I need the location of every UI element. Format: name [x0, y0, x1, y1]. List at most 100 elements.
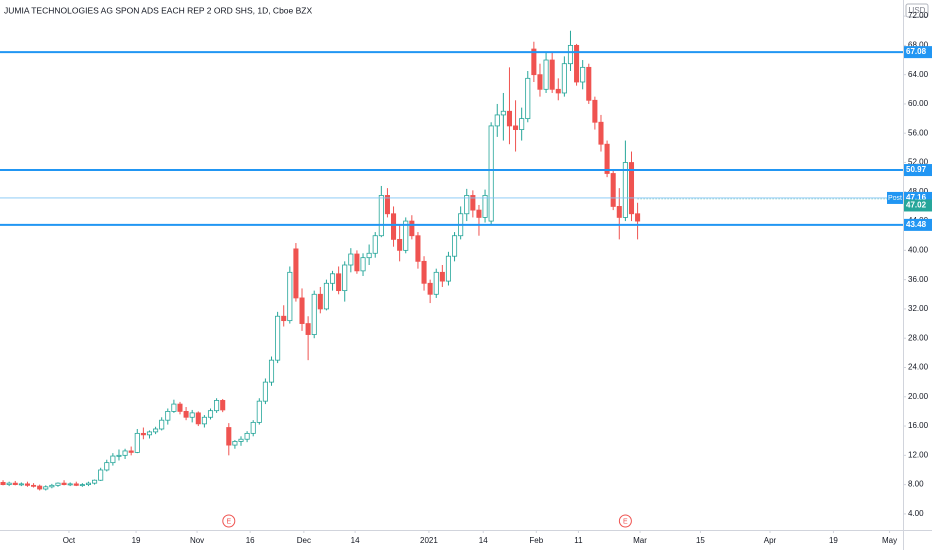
candle-body — [513, 125, 519, 130]
candle-body — [476, 209, 482, 218]
level-box — [904, 46, 932, 59]
candle-body — [464, 195, 470, 215]
candle-body — [537, 74, 543, 90]
y-tick-label: 20.00 — [908, 392, 929, 401]
candle-body — [281, 315, 287, 322]
post-tag-label: Post — [888, 195, 902, 202]
y-tick-label: 12.00 — [908, 450, 929, 459]
candle-body — [183, 411, 189, 418]
candle-body — [79, 484, 85, 487]
candle-body — [226, 427, 232, 446]
candle-body — [500, 110, 506, 116]
earnings-label: E — [623, 518, 628, 525]
x-tick-label: Apr — [764, 536, 777, 545]
currency-box[interactable] — [905, 3, 929, 18]
candle-body — [73, 483, 79, 486]
candle-body — [635, 213, 641, 222]
candle-body — [232, 441, 238, 446]
candle-body — [195, 412, 201, 425]
candle-body — [574, 44, 580, 83]
candle-body — [146, 431, 153, 436]
candle-body — [55, 482, 61, 486]
y-tick-label: 72.00 — [908, 11, 929, 20]
candle-body — [470, 195, 476, 211]
candle-body — [323, 282, 329, 310]
candle-body — [49, 484, 55, 488]
candle-body — [299, 297, 305, 324]
candle-body — [525, 77, 531, 119]
candle-body — [354, 253, 360, 272]
level-label: 50.97 — [906, 165, 927, 174]
candle-body — [439, 271, 445, 282]
post-price-label: 47.16 — [906, 193, 927, 202]
x-tick-label: 15 — [696, 536, 705, 545]
candle-body — [561, 63, 567, 94]
candle-body — [287, 271, 293, 322]
candle-body — [92, 479, 98, 484]
candle-body — [24, 483, 30, 486]
candle-body — [171, 403, 177, 412]
y-tick-label: 4.00 — [908, 509, 924, 518]
level-label: 43.48 — [906, 220, 927, 229]
candle-body — [329, 273, 336, 284]
candle-body — [18, 483, 24, 486]
x-tick-label: 11 — [574, 536, 583, 545]
y-tick-label: 32.00 — [908, 304, 929, 313]
candle-body — [128, 450, 134, 453]
candle-body — [256, 400, 262, 423]
last-price-box — [904, 199, 932, 212]
earnings-marker — [618, 514, 632, 528]
candle-body — [98, 469, 104, 481]
candle-body — [12, 482, 18, 486]
x-tick-label: 16 — [246, 536, 255, 545]
candle-body — [586, 66, 592, 101]
candle-body — [238, 438, 244, 442]
candle-body — [421, 260, 427, 284]
candle-body — [403, 220, 409, 251]
x-tick-label: 14 — [479, 536, 488, 545]
candle-body — [336, 273, 342, 292]
candle-body — [543, 59, 549, 90]
candle-body — [348, 253, 354, 266]
candle-body — [580, 66, 586, 83]
candle-body — [519, 118, 525, 130]
level-label: 67.08 — [906, 47, 927, 56]
candle-body — [549, 59, 555, 90]
candle-body — [110, 455, 116, 464]
candle-body — [628, 162, 635, 215]
candle-body — [67, 483, 73, 486]
x-tick-label: 2021 — [420, 536, 438, 545]
currency[interactable]: USD — [909, 6, 926, 15]
candle-body — [0, 482, 6, 486]
candle-body — [506, 110, 512, 127]
candle-body — [140, 432, 146, 436]
x-tick-label: May — [882, 536, 897, 545]
last-price-label: 47.02 — [906, 201, 927, 210]
candle-body — [177, 403, 183, 412]
level-box — [904, 218, 932, 231]
candle-body — [116, 454, 122, 457]
candle-body — [598, 121, 604, 145]
y-tick-label: 48.00 — [908, 187, 929, 196]
candle-body — [494, 114, 500, 127]
x-tick-label: Oct — [63, 536, 76, 545]
y-tick-label: 52.00 — [908, 158, 929, 167]
candle-body — [372, 235, 378, 254]
candle-body — [567, 44, 574, 65]
x-tick-label: Feb — [529, 536, 543, 545]
y-tick-label: 56.00 — [908, 128, 929, 137]
candle-body — [366, 252, 372, 259]
candle-body — [452, 235, 458, 257]
candle-body — [555, 88, 561, 94]
candle-body — [610, 173, 616, 207]
candle-body — [427, 282, 433, 295]
earnings-label: E — [226, 518, 231, 525]
y-tick-label: 68.00 — [908, 40, 929, 49]
x-tick-label: 19 — [132, 536, 141, 545]
candle-body — [122, 450, 128, 456]
candle-body — [61, 482, 67, 486]
candle-body — [159, 419, 165, 430]
post-tag — [887, 191, 903, 204]
chart-title: JUMIA TECHNOLOGIES AG SPON ADS EACH REP … — [4, 5, 312, 15]
